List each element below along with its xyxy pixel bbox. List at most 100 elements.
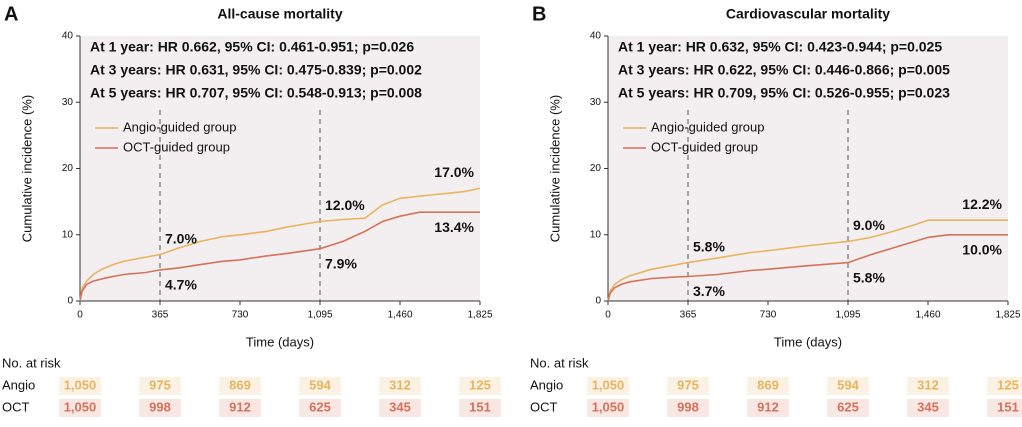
annotation: At 3 years: HR 0.631, 95% CI: 0.475-0.83… — [90, 62, 422, 78]
risk-count: 151 — [469, 399, 491, 414]
risk-cell — [587, 399, 629, 417]
chart-title: Cardiovascular mortality — [726, 6, 890, 22]
risk-cell — [139, 399, 181, 417]
x-tick-label: 730 — [232, 310, 249, 321]
risk-count: 625 — [837, 399, 859, 414]
risk-count: 975 — [149, 377, 171, 392]
risk-cell — [747, 377, 789, 395]
panel-label: B — [532, 3, 546, 25]
y-axis-label: Cumulative incidence (%) — [19, 95, 34, 242]
annotation: At 5 years: HR 0.709, 95% CI: 0.526-0.95… — [618, 85, 950, 101]
risk-cell — [587, 377, 629, 395]
risk-cell — [667, 399, 709, 417]
risk-count: 594 — [309, 377, 331, 392]
data-label: 9.0% — [853, 217, 885, 233]
data-label: 7.9% — [325, 255, 357, 271]
y-tick-label: 0 — [67, 296, 73, 307]
y-tick-label: 40 — [590, 31, 602, 42]
risk-count: 998 — [677, 399, 699, 414]
risk-count: 1,050 — [64, 377, 97, 392]
legend-label: OCT-guided group — [123, 139, 230, 154]
annotation: At 5 years: HR 0.707, 95% CI: 0.548-0.91… — [90, 85, 422, 101]
chart-title: All-cause mortality — [217, 6, 342, 22]
risk-count: 912 — [757, 399, 779, 414]
risk-cell — [747, 399, 789, 417]
risk-count: 912 — [229, 399, 251, 414]
x-tick-label: 1,095 — [307, 310, 332, 321]
risk-row-name: OCT — [530, 399, 558, 414]
risk-cell — [379, 399, 421, 417]
risk-count: 1,050 — [64, 399, 97, 414]
risk-cell — [219, 399, 261, 417]
risk-cell — [827, 399, 869, 417]
risk-cell — [987, 399, 1022, 417]
data-label: 7.0% — [165, 230, 197, 246]
data-label: 12.0% — [325, 197, 365, 213]
risk-cell — [219, 377, 261, 395]
data-label: 10.0% — [962, 241, 1002, 257]
y-tick-label: 20 — [62, 163, 74, 174]
risk-count: 345 — [389, 399, 411, 414]
data-label: 12.2% — [962, 196, 1002, 212]
annotation: At 1 year: HR 0.662, 95% CI: 0.461-0.951… — [90, 39, 414, 55]
risk-cell — [139, 377, 181, 395]
legend-label: OCT-guided group — [651, 139, 758, 154]
x-tick-label: 365 — [152, 310, 169, 321]
y-tick-label: 0 — [595, 296, 601, 307]
risk-cell — [459, 377, 501, 395]
risk-cell — [907, 377, 949, 395]
risk-count: 1,050 — [592, 399, 625, 414]
risk-count: 869 — [757, 377, 779, 392]
risk-cell — [379, 377, 421, 395]
legend-label: Angio-guided group — [123, 119, 236, 134]
panel-label: A — [4, 3, 18, 25]
y-tick-label: 20 — [590, 163, 602, 174]
risk-count: 312 — [389, 377, 411, 392]
risk-row-name: Angio — [530, 377, 563, 392]
risk-cell — [59, 399, 101, 417]
risk-count: 151 — [997, 399, 1019, 414]
data-label: 17.0% — [434, 164, 474, 180]
x-tick-label: 0 — [605, 310, 611, 321]
risk-cell — [59, 377, 101, 395]
risk-count: 594 — [837, 377, 859, 392]
risk-count: 312 — [917, 377, 939, 392]
risk-cell — [667, 377, 709, 395]
risk-table-title: No. at risk — [2, 355, 61, 370]
risk-count: 625 — [309, 399, 331, 414]
risk-count: 125 — [469, 377, 491, 392]
risk-cell — [299, 399, 341, 417]
risk-cell — [459, 399, 501, 417]
x-tick-label: 365 — [680, 310, 697, 321]
x-tick-label: 1,460 — [387, 310, 412, 321]
risk-cell — [987, 377, 1022, 395]
y-tick-label: 10 — [62, 229, 74, 240]
risk-count: 345 — [917, 399, 939, 414]
data-label: 3.7% — [693, 283, 725, 299]
survival-curve — [79, 187, 481, 302]
x-tick-label: 730 — [760, 310, 777, 321]
risk-cell — [827, 377, 869, 395]
risk-count: 998 — [149, 399, 171, 414]
x-tick-label: 1,095 — [835, 310, 860, 321]
y-tick-label: 10 — [590, 229, 602, 240]
risk-cell — [907, 399, 949, 417]
legend-label: Angio-guided group — [651, 119, 764, 134]
data-label: 5.8% — [853, 269, 885, 285]
risk-table-title: No. at risk — [530, 355, 589, 370]
survival-curve — [607, 234, 1008, 302]
x-axis-label: Time (days) — [246, 334, 314, 349]
data-label: 13.4% — [434, 219, 474, 235]
y-axis-label: Cumulative incidence (%) — [547, 95, 562, 242]
risk-count: 975 — [677, 377, 699, 392]
risk-count: 125 — [997, 377, 1019, 392]
x-tick-label: 0 — [77, 310, 83, 321]
annotation: At 1 year: HR 0.632, 95% CI: 0.423-0.944… — [618, 39, 942, 55]
x-tick-label: 1,460 — [915, 310, 940, 321]
survival-curve — [79, 211, 480, 302]
risk-count: 1,050 — [592, 377, 625, 392]
survival-curve — [607, 219, 1008, 302]
risk-cell — [299, 377, 341, 395]
risk-count: 869 — [229, 377, 251, 392]
